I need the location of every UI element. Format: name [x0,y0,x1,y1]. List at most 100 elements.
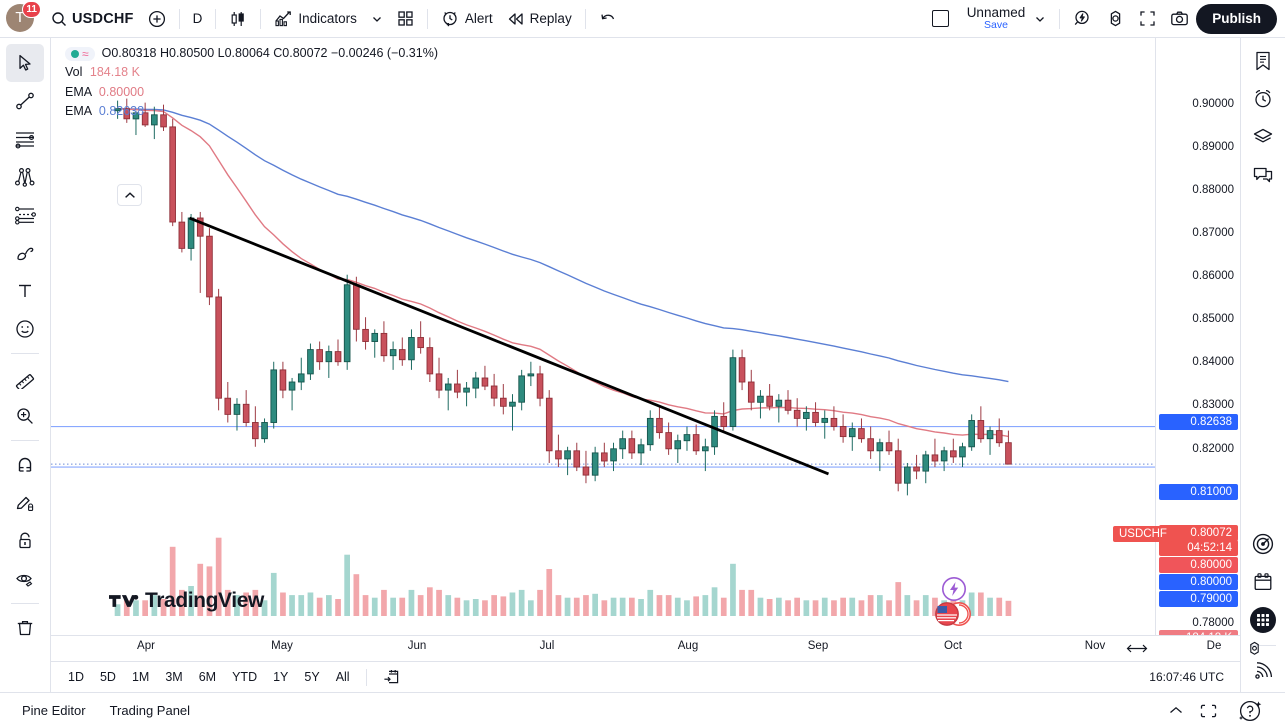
data-window-button[interactable] [1246,120,1280,154]
symbol-search-button[interactable]: USDCHF [44,4,141,34]
magnet-tool[interactable] [6,446,44,484]
go-to-date-button[interactable] [376,666,407,688]
replay-button[interactable]: Replay [500,4,579,34]
snapshot-button[interactable] [1163,4,1196,34]
drawing-mode-tool[interactable] [6,484,44,522]
volume-bar [197,563,204,616]
time-axis[interactable]: Apr May Jun Jul Aug Sep Oct Nov De [51,635,1259,661]
calendar-button[interactable] [1246,565,1280,599]
candle [738,349,746,391]
pitchfork-tool[interactable] [6,158,44,196]
legend-ema1-row[interactable]: EMA 0.80000 [65,83,438,102]
chart-layout-button[interactable] [925,4,956,34]
interval-button[interactable]: D [186,4,210,34]
indicators-dropdown-button[interactable] [364,4,390,34]
timeframe-ytd[interactable]: YTD [232,670,258,684]
fib-retracement-tool[interactable] [6,196,44,234]
fullscreen-button[interactable] [1132,4,1163,34]
usd-chf-flags-icon[interactable] [933,601,977,627]
sidebar-divider [1250,645,1276,646]
timeframe-1d[interactable]: 1D [68,670,84,684]
text-tool[interactable] [6,272,44,310]
help-button[interactable] [1233,698,1267,724]
tab-pine-editor[interactable]: Pine Editor [22,703,86,718]
cursor-tool[interactable] [6,44,44,82]
timeframe-1y[interactable]: 1Y [273,670,289,684]
alerts-button[interactable] [1246,82,1280,116]
volume-bar [436,589,442,616]
lock-drawings-tool[interactable] [6,522,44,560]
candle [848,422,856,451]
candle [766,384,773,411]
volume-bar [454,597,461,616]
lightning-badge-icon[interactable] [941,576,967,602]
zoom-in-tool[interactable] [6,397,44,435]
undo-button[interactable] [592,4,624,34]
apps-button[interactable] [1246,603,1280,637]
horizontal-lines-tool[interactable] [6,120,44,158]
candle [711,410,718,455]
candle [160,104,167,131]
ema2-price-tag: 0.82638 [1159,414,1238,430]
layout-save-label[interactable]: Save [983,19,1008,32]
timeframe-6m[interactable]: 6M [198,670,217,684]
templates-button[interactable] [390,4,421,34]
volume-bar [776,597,782,616]
time-label: Sep [807,640,829,652]
remove-drawings-tool[interactable] [6,609,44,647]
tab-trading-panel[interactable]: Trading Panel [109,703,191,718]
toolbar-divider [584,8,586,29]
legend-ema2-label: EMA [65,104,92,119]
layout-name-button[interactable]: Unnamed Save [956,4,1054,34]
settings-button[interactable] [1099,4,1132,34]
trend-line-tool[interactable] [6,82,44,120]
candle [747,369,755,411]
legend-symbol-row[interactable]: ≈ O0.80318 H0.80500 L0.80064 C0.80072 −0… [65,44,438,63]
indicators-button[interactable]: Indicators [267,4,364,34]
chat-button[interactable] [1246,158,1280,192]
notification-badge[interactable]: 11 [22,0,41,18]
legend-volume-row[interactable]: Vol 184.18 K [65,63,438,82]
ideas-button[interactable] [1246,527,1280,561]
add-symbol-button[interactable] [141,4,173,34]
volume-bar [399,597,406,616]
candle [454,369,461,399]
volume-bar [555,595,562,616]
volume-bar [335,599,341,616]
timeframe-all[interactable]: All [335,670,350,684]
emoji-tool[interactable] [6,310,44,348]
volume-bar [463,600,470,616]
user-avatar[interactable]: T 11 [6,0,41,34]
alert-button[interactable]: Alert [434,4,500,34]
watchlist-button[interactable] [1246,44,1280,78]
horizontal-resize-icon[interactable] [1126,643,1148,654]
indicators-chart-icon [274,9,293,28]
candle [628,430,636,459]
measure-tool[interactable] [6,359,44,397]
publish-button[interactable]: Publish [1196,3,1277,34]
ema1-price-tag: 0.80000 [1159,557,1238,573]
volume-bar [169,546,176,616]
quick-search-button[interactable] [1066,4,1099,34]
candle [793,398,801,427]
timeframe-5y[interactable]: 5Y [304,670,320,684]
chart-canvas[interactable]: ≈ O0.80318 H0.80500 L0.80064 C0.80072 −0… [51,38,1155,635]
timeframe-5d[interactable]: 5D [99,670,116,684]
axis-settings-icon[interactable] [1247,641,1262,656]
panel-collapse-button[interactable] [1168,705,1184,716]
price-axis[interactable]: 0.90000 0.89000 0.88000 0.87000 0.86000 … [1155,38,1240,646]
legend-collapse-button[interactable] [117,184,142,206]
candle [959,442,966,468]
legend-ema2-row[interactable]: EMA 0.82638 [65,102,438,121]
candle [775,394,783,423]
replay-label: Replay [529,11,572,26]
chart-style-button[interactable] [222,4,254,34]
volume-bar [711,587,718,616]
hide-drawings-tool[interactable] [6,560,44,598]
brush-tool[interactable] [6,234,44,272]
timeframe-1m[interactable]: 1M [131,670,150,684]
panel-maximize-button[interactable] [1200,704,1217,718]
broadcast-button[interactable] [1246,654,1280,688]
timeframe-3m[interactable]: 3M [165,670,183,684]
volume-bar [390,597,396,616]
